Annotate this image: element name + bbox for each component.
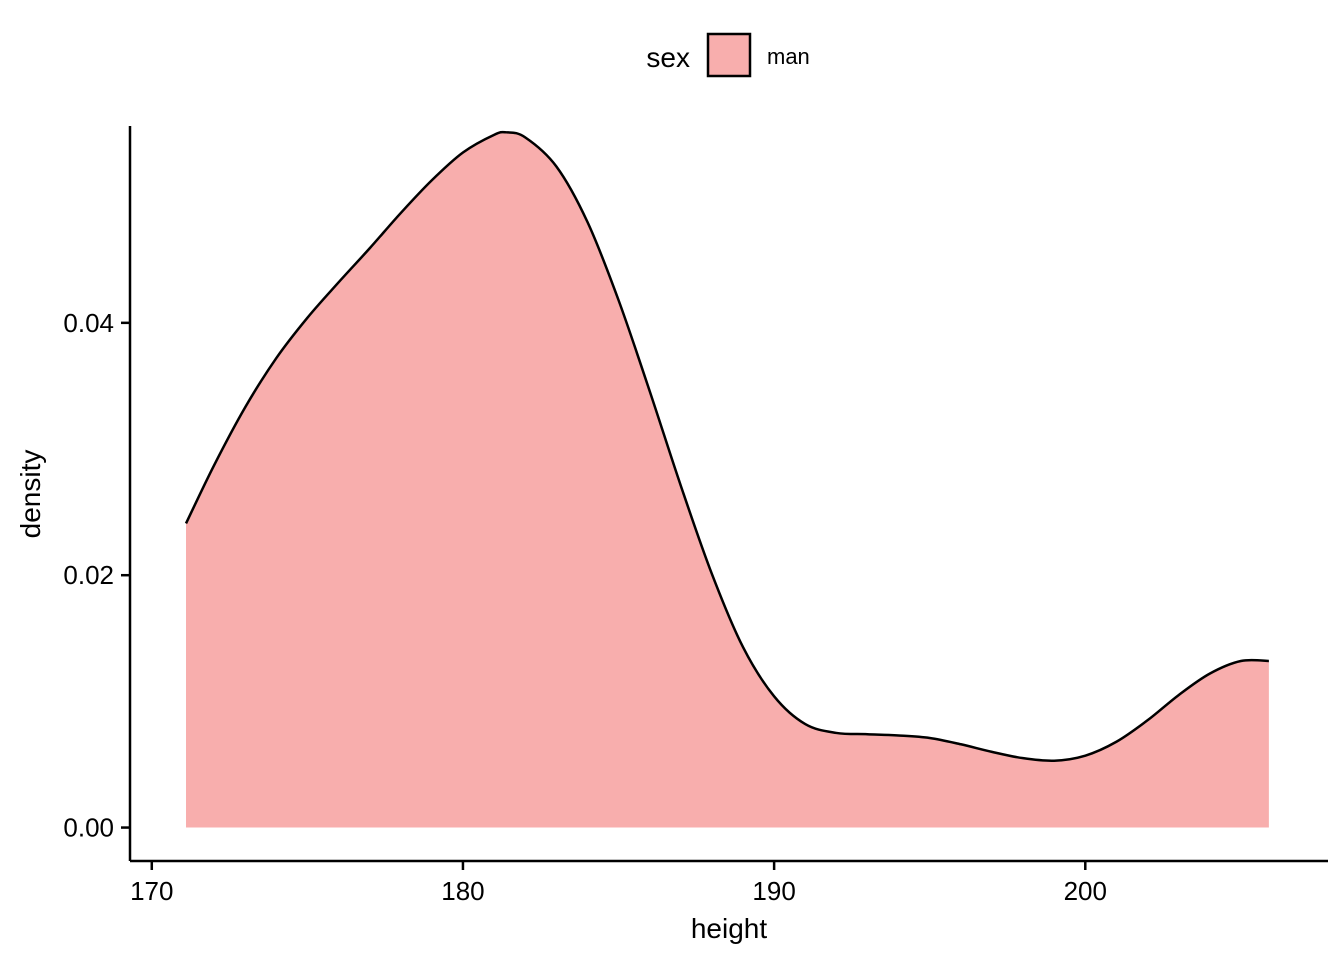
- x-tick-label-170: 170: [130, 876, 173, 906]
- y-tick-label-0.04: 0.04: [63, 308, 114, 338]
- x-tick-label-200: 200: [1064, 876, 1107, 906]
- x-axis-title: height: [691, 913, 768, 944]
- legend-title: sex: [646, 42, 690, 73]
- y-tick-label-0.00: 0.00: [63, 813, 114, 843]
- y-axis-ticks: 0.00 0.02 0.04: [63, 308, 130, 843]
- x-tick-label-190: 190: [752, 876, 795, 906]
- y-tick-label-0.02: 0.02: [63, 560, 114, 590]
- legend-key-man: [706, 32, 752, 78]
- x-tick-label-180: 180: [441, 876, 484, 906]
- x-axis-ticks: 170 180 190 200: [130, 861, 1107, 906]
- y-axis-title: density: [15, 450, 46, 539]
- legend: sex man: [646, 32, 810, 78]
- density-area-man: [186, 132, 1269, 828]
- density-line-man: [184, 130, 1269, 763]
- plot-area: [184, 130, 1269, 828]
- legend-label-man: man: [767, 44, 810, 69]
